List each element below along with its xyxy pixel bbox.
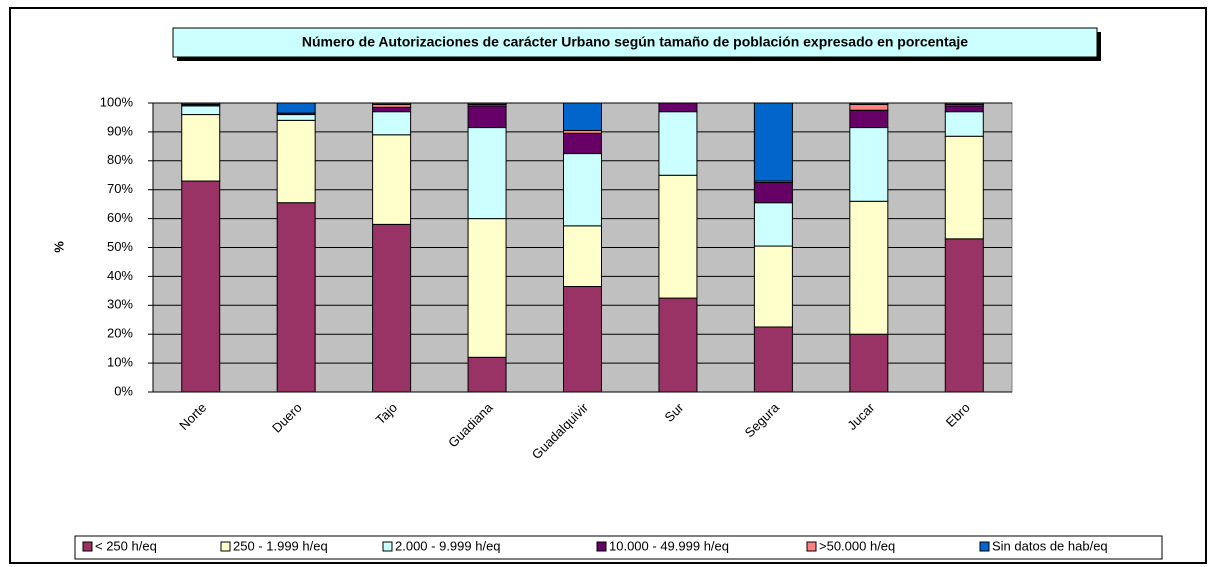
bar-segment [372,102,412,105]
bar-segment [944,238,984,393]
y-tick-label: 0% [114,383,133,398]
bar-segment [944,111,984,137]
bar-segment [753,326,793,393]
bar-segment [753,202,793,247]
y-tick-label: 70% [107,181,133,196]
bar-segment [467,356,507,393]
bar-segment [658,111,698,176]
bar-segment [658,102,698,113]
y-tick-label: 10% [107,355,133,370]
bar-segment [563,225,602,288]
bar-segment [849,109,889,129]
bar-segment [276,102,316,114]
bar-segment [944,102,984,105]
y-tick-label: 50% [107,239,133,254]
bar-segment [944,105,984,113]
legend-swatch [82,541,93,552]
bar-segment [658,174,698,299]
bar-segment [563,286,602,393]
bar-segment [276,114,316,121]
bar-segment [467,102,507,105]
bar-segment [944,135,984,240]
y-tick-label: 80% [107,152,133,167]
legend-label: 250 - 1.999 h/eq [233,538,328,553]
bar-segment [563,132,602,155]
bar-segment [658,297,698,393]
title-box [172,27,1098,58]
bar-segment [276,119,316,204]
bar-segment [181,114,221,182]
legend-swatch [596,541,607,552]
bar-segment [181,180,221,393]
bar-segment [849,127,889,202]
bar-segment [372,223,412,393]
bar-segment [849,333,889,393]
legend-swatch [220,541,231,552]
y-tick-label: 60% [107,210,133,225]
bar-segment [372,106,412,113]
y-tick-label: 30% [107,297,133,312]
bar-segment [276,202,316,393]
y-tick-label: 20% [107,326,133,341]
bar-segment [849,103,889,111]
legend-box [74,535,1163,560]
bar-segment [563,102,602,131]
bar-segment [181,102,221,105]
bar-segment [753,181,793,204]
bar-segment [563,153,602,227]
bar-segment [372,134,412,225]
bar-segment [753,245,793,328]
y-axis-label: % [51,241,66,253]
y-tick-label: 100% [100,94,134,109]
legend-label: 10.000 - 49.999 h/eq [609,538,729,553]
bar-segment [467,105,507,129]
bar-segment [181,105,221,116]
bar-segment [849,200,889,335]
chart-title: Número de Autorizaciones de carácter Urb… [302,34,968,50]
bar-segment [467,127,507,220]
legend-swatch [979,541,990,552]
legend-label: 2.000 - 9.999 h/eq [395,538,501,553]
legend-swatch [806,541,817,552]
y-tick-label: 90% [107,123,133,138]
bar-segment [753,102,793,182]
legend-label: < 250 h/eq [95,538,157,553]
legend-label: Sin datos de hab/eq [992,538,1108,553]
y-tick-label: 40% [107,268,133,283]
legend-label: >50.000 h/eq [819,538,895,553]
bar-segment [849,102,889,105]
bar-segment [467,218,507,358]
bar-segment [372,111,412,136]
legend-swatch [382,541,393,552]
